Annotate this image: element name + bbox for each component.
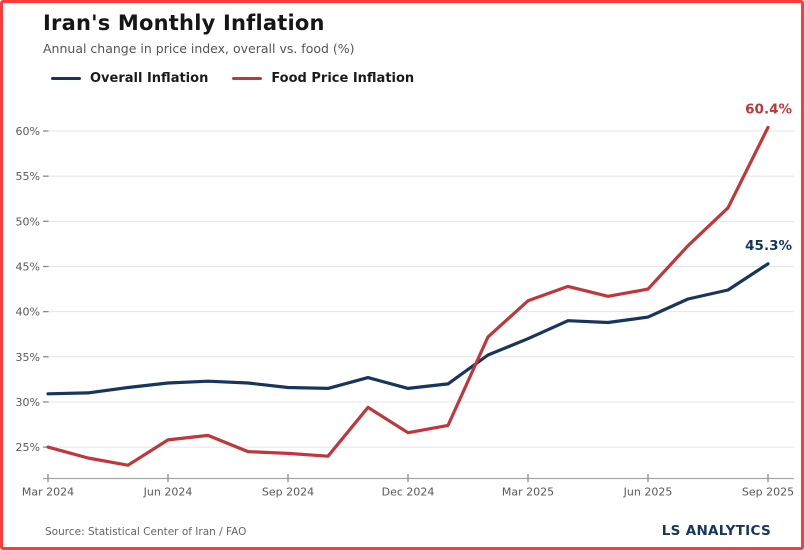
x-tick-label: Dec 2024 bbox=[382, 486, 435, 499]
end-value-label: 60.4% bbox=[745, 101, 792, 117]
x-tick-label: Sep 2025 bbox=[742, 486, 794, 499]
y-tick-label: 55% bbox=[16, 170, 40, 183]
legend-label-overall: Overall Inflation bbox=[90, 71, 209, 86]
overall-line-swatch-icon bbox=[51, 76, 81, 81]
y-tick-label: 50% bbox=[16, 215, 40, 228]
series-line-food-price-inflation bbox=[46, 125, 770, 467]
y-tick-label: 30% bbox=[16, 396, 40, 409]
y-tick-label: 35% bbox=[16, 351, 40, 364]
y-tick-label: 25% bbox=[16, 441, 40, 454]
x-tick-label: Sep 2024 bbox=[262, 486, 314, 499]
y-tick-label: 45% bbox=[16, 260, 40, 273]
x-tick-label: Mar 2025 bbox=[502, 486, 554, 499]
footer: Source: Statistical Center of Iran / FAO… bbox=[3, 521, 804, 547]
legend-item-food: Food Price Inflation bbox=[232, 71, 414, 86]
end-value-label: 45.3% bbox=[745, 238, 792, 254]
source-note: Source: Statistical Center of Iran / FAO bbox=[45, 526, 247, 538]
legend: Overall Inflation Food Price Inflation bbox=[51, 71, 414, 86]
page-title: Iran's Monthly Inflation bbox=[43, 11, 325, 35]
brand-logo: LS ANALYTICS bbox=[661, 523, 771, 539]
y-tick-label: 60% bbox=[16, 125, 40, 138]
food-line-swatch-icon bbox=[232, 76, 263, 81]
y-tick-label: 40% bbox=[16, 306, 40, 319]
legend-item-overall: Overall Inflation bbox=[51, 71, 208, 86]
x-tick-label: Jun 2025 bbox=[623, 486, 673, 499]
page-subtitle: Annual change in price index, overall vs… bbox=[43, 41, 355, 56]
legend-label-food: Food Price Inflation bbox=[271, 71, 415, 86]
x-tick-label: Mar 2024 bbox=[22, 486, 74, 499]
chart-area: 25% 30% 35% 40% 45% 50% 55% 60% Mar 2024 Jun 2024… bbox=[3, 98, 804, 523]
series-line-overall-inflation bbox=[46, 262, 770, 396]
header: Iran's Monthly Inflation Annual change i… bbox=[43, 11, 355, 56]
x-tick-label: Jun 2024 bbox=[143, 486, 193, 499]
inflation-chart: 25% 30% 35% 40% 45% 50% 55% 60% Mar 2024 Jun 2024… bbox=[16, 101, 795, 499]
